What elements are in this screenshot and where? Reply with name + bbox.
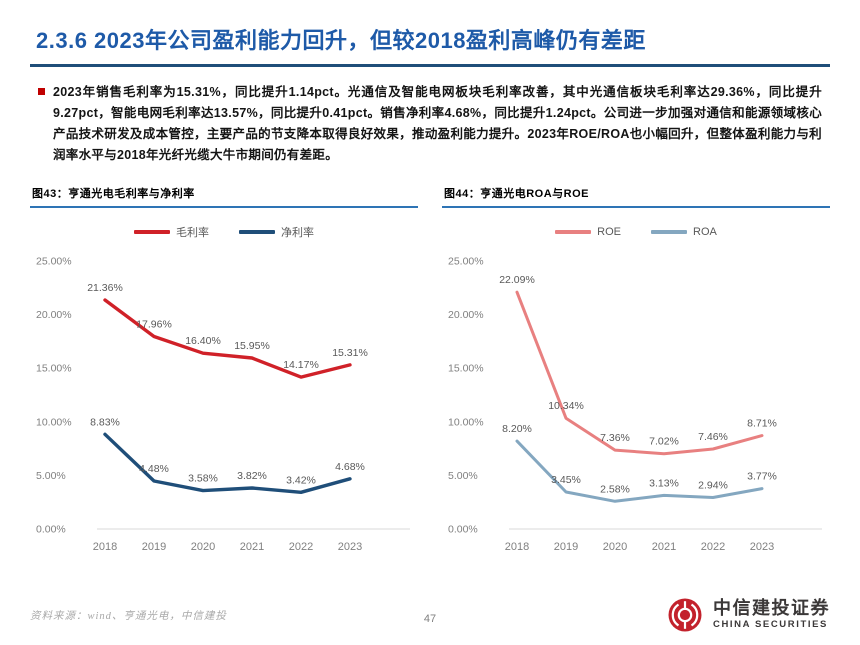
data-label: 16.40% — [185, 336, 221, 348]
legend-label: 净利率 — [281, 227, 314, 240]
data-label: 2.58% — [600, 484, 630, 496]
data-label: 3.77% — [747, 471, 777, 483]
page-title: 2.3.6 2023年公司盈利能力回升，但较2018盈利高峰仍有差距 — [36, 28, 646, 53]
data-label: 8.71% — [747, 418, 777, 430]
citic-logo-icon — [668, 598, 702, 632]
legend-label: 毛利率 — [176, 227, 209, 240]
figure-44-legend: ROE ROA — [442, 225, 830, 239]
data-label: 14.17% — [283, 359, 319, 371]
brand-name: 中信建投证券 CHINA SECURITIES — [713, 598, 830, 631]
x-axis-label: 2022 — [289, 541, 313, 553]
data-label: 7.46% — [698, 431, 728, 443]
series-line-0 — [103, 298, 352, 380]
figure-43-caption: 图43：亨通光电毛利率与净利率 — [30, 182, 418, 209]
data-label: 3.45% — [551, 474, 581, 486]
y-axis-tick: 15.00% — [36, 363, 72, 375]
y-axis-tick: 0.00% — [36, 524, 66, 536]
y-axis-tick: 15.00% — [448, 363, 484, 375]
summary-text: 2023年销售毛利率为15.31%，同比提升1.14pct。光通信及智能电网板块… — [53, 85, 822, 163]
x-axis-label: 2021 — [240, 541, 264, 553]
data-label: 21.36% — [87, 282, 123, 294]
data-label: 7.36% — [600, 432, 630, 444]
data-label: 8.20% — [502, 423, 532, 435]
data-label: 3.13% — [649, 478, 679, 490]
y-axis-tick: 20.00% — [448, 309, 484, 321]
data-label: 7.02% — [649, 436, 679, 448]
summary-paragraph: 2023年销售毛利率为15.31%，同比提升1.14pct。光通信及智能电网板块… — [30, 82, 830, 166]
y-axis-tick: 25.00% — [36, 256, 72, 268]
data-label: 10.34% — [548, 401, 584, 413]
legend-item: 毛利率 — [134, 224, 209, 240]
data-label: 17.96% — [136, 319, 172, 331]
data-label: 22.09% — [499, 275, 535, 287]
figures-row: 图43：亨通光电毛利率与净利率 毛利率 净利率 0.00% 5.00% 10.00% 1… — [30, 182, 830, 575]
data-label: 8.83% — [90, 417, 120, 429]
y-axis-tick: 20.00% — [36, 309, 72, 321]
series-line-1 — [515, 439, 764, 504]
legend-label: ROA — [693, 226, 717, 239]
y-axis-tick: 5.00% — [448, 470, 478, 482]
legend-item: ROA — [651, 226, 717, 238]
y-axis-tick: 5.00% — [36, 470, 66, 482]
page-number: 47 — [423, 613, 437, 625]
figure-44-caption: 图44：亨通光电ROA与ROE — [442, 182, 830, 209]
x-axis-label: 2023 — [750, 541, 774, 553]
brand-name-cn: 中信建投证券 — [713, 598, 830, 619]
series-line-1 — [103, 432, 352, 495]
figure-43: 图43：亨通光电毛利率与净利率 毛利率 净利率 0.00% 5.00% 10.00% 1… — [30, 182, 418, 575]
x-axis-label: 2018 — [505, 541, 529, 553]
series-line-0 — [515, 291, 764, 456]
data-label: 3.42% — [286, 475, 316, 487]
x-axis-label: 2022 — [701, 541, 725, 553]
figure-43-legend: 毛利率 净利率 — [30, 225, 418, 239]
x-axis-label: 2021 — [652, 541, 676, 553]
y-axis-tick: 10.00% — [448, 417, 484, 429]
legend-item: 净利率 — [239, 224, 314, 240]
slide-footer: 资料来源：wind、亨通光电，中信建投 47 中信建投证券 CHINA SECU… — [30, 589, 830, 639]
legend-item: ROE — [555, 226, 621, 238]
legend-swatch — [651, 230, 687, 235]
figure-44-chart: 0.00% 5.00% 10.00% 15.00% 20.00% 25.00% 2018 20… — [448, 256, 822, 553]
y-axis-tick: 10.00% — [36, 417, 72, 429]
legend-swatch — [555, 230, 592, 235]
legend-label: ROE — [597, 226, 621, 239]
data-label: 4.48% — [139, 463, 169, 475]
brand-logo: 中信建投证券 CHINA SECURITIES — [665, 595, 830, 635]
x-axis-label: 2020 — [603, 541, 627, 553]
slide-header: 2.3.6 2023年公司盈利能力回升，但较2018盈利高峰仍有差距 — [30, 28, 830, 68]
data-label: 3.82% — [237, 470, 267, 482]
data-label: 15.31% — [332, 347, 368, 359]
data-label: 15.95% — [234, 340, 270, 352]
legend-swatch — [134, 230, 170, 235]
legend-swatch — [239, 230, 275, 235]
x-axis-label: 2023 — [338, 541, 362, 553]
x-axis-label: 2019 — [554, 541, 578, 553]
y-axis-tick: 25.00% — [448, 256, 484, 268]
x-axis-label: 2020 — [191, 541, 215, 553]
x-axis-label: 2019 — [142, 541, 166, 553]
figure-44: 图44：亨通光电ROA与ROE ROE ROA 0.00% 5.00% 10.00% 1… — [442, 182, 830, 575]
title-divider — [30, 64, 830, 68]
y-axis-tick: 0.00% — [448, 524, 478, 536]
data-label: 3.58% — [188, 473, 218, 485]
brand-name-en: CHINA SECURITIES — [713, 619, 828, 631]
source-note: 资料来源：wind、亨通光电，中信建投 — [30, 611, 227, 622]
bullet-square-icon — [38, 88, 45, 96]
x-axis-label: 2018 — [93, 541, 117, 553]
data-label: 4.68% — [335, 461, 365, 473]
figure-43-chart: 0.00% 5.00% 10.00% 15.00% 20.00% 25.00% 2018 20… — [36, 256, 410, 553]
data-label: 2.94% — [698, 480, 728, 492]
